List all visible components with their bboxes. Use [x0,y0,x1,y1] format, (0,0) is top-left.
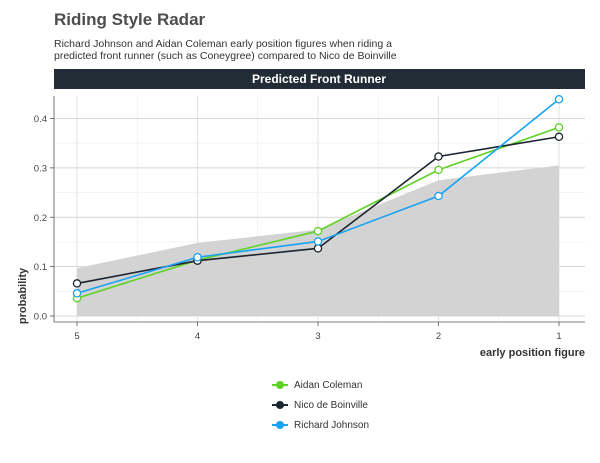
legend-key [270,378,290,392]
chart-title: Riding Style Radar [54,10,206,29]
legend-label: Richard Johnson [294,419,370,431]
legend-item: Aidan Coleman [270,375,369,395]
legend: Aidan Coleman Nico de Boinville Richard Jo… [270,375,369,435]
point-nico-de-boinville [72,279,82,288]
legend-label: Nico de Boinville [294,399,368,411]
point-richard-johnson [313,237,323,246]
point-nico-de-boinville [313,244,323,253]
x-tick-label: 5 [74,331,79,342]
x-axis-title: early position figure [480,347,585,359]
legend-item: Richard Johnson [270,415,369,435]
y-tick-label: 0.4 [34,114,47,125]
y-axis-title: probability [17,267,29,324]
point-aidan-coleman [554,123,564,132]
facet-strip [54,69,585,89]
point-richard-johnson [554,94,564,104]
point-richard-johnson [434,191,443,201]
y-tick-label: 0.0 [34,312,47,323]
y-tick-label: 0.1 [34,262,47,273]
point-nico-de-boinville [554,132,564,142]
legend-key [270,398,290,412]
facet-label: Predicted Front Runner [252,72,386,86]
point-aidan-coleman [313,226,323,236]
x-tick-label: 4 [195,331,200,342]
y-tick-label: 0.2 [34,213,47,224]
legend-key [270,418,290,432]
axes [53,96,585,323]
point-richard-johnson [193,252,202,262]
x-tick-label: 3 [315,331,320,342]
point-nico-de-boinville [434,152,443,161]
series-layer [72,94,564,303]
x-tick-label: 2 [436,331,441,342]
x-tick-label: 1 [556,331,561,342]
chart-subtitle: Richard Johnson and Aidan Coleman early … [54,38,397,62]
point-aidan-coleman [434,165,443,175]
legend-label: Aidan Coleman [294,379,363,391]
legend-item: Nico de Boinville [270,395,369,415]
point-richard-johnson [72,289,82,298]
y-tick-label: 0.3 [34,163,47,174]
